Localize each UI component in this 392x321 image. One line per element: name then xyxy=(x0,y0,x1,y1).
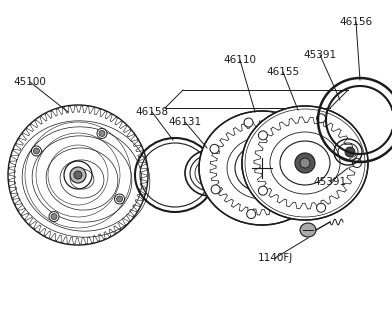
Circle shape xyxy=(244,118,253,127)
Circle shape xyxy=(290,200,299,209)
Circle shape xyxy=(116,196,123,202)
Ellipse shape xyxy=(242,106,368,220)
Circle shape xyxy=(310,163,318,172)
Text: 1140FJ: 1140FJ xyxy=(258,253,292,263)
Circle shape xyxy=(33,148,40,154)
Circle shape xyxy=(317,203,326,212)
Circle shape xyxy=(49,212,59,221)
Circle shape xyxy=(31,146,42,156)
Circle shape xyxy=(300,158,310,168)
Circle shape xyxy=(211,185,220,194)
Circle shape xyxy=(258,131,267,140)
Circle shape xyxy=(288,126,297,134)
Text: 45100: 45100 xyxy=(14,77,46,87)
Circle shape xyxy=(210,144,219,153)
Circle shape xyxy=(99,130,105,136)
Circle shape xyxy=(295,153,315,173)
Circle shape xyxy=(51,213,57,220)
Text: 46156: 46156 xyxy=(339,17,372,27)
Text: 46110: 46110 xyxy=(223,55,256,65)
Ellipse shape xyxy=(199,111,325,225)
Circle shape xyxy=(317,114,326,123)
Circle shape xyxy=(258,186,267,195)
Circle shape xyxy=(74,171,82,179)
Circle shape xyxy=(97,128,107,138)
Circle shape xyxy=(247,210,256,219)
Circle shape xyxy=(352,159,361,168)
Text: 46131: 46131 xyxy=(169,117,201,127)
Circle shape xyxy=(70,167,86,183)
Ellipse shape xyxy=(300,223,316,237)
Text: 46158: 46158 xyxy=(136,107,169,117)
Circle shape xyxy=(114,194,125,204)
Text: 46155: 46155 xyxy=(267,67,299,77)
Text: 45391: 45391 xyxy=(303,50,337,60)
Text: 45391: 45391 xyxy=(314,177,347,187)
Circle shape xyxy=(345,147,355,157)
